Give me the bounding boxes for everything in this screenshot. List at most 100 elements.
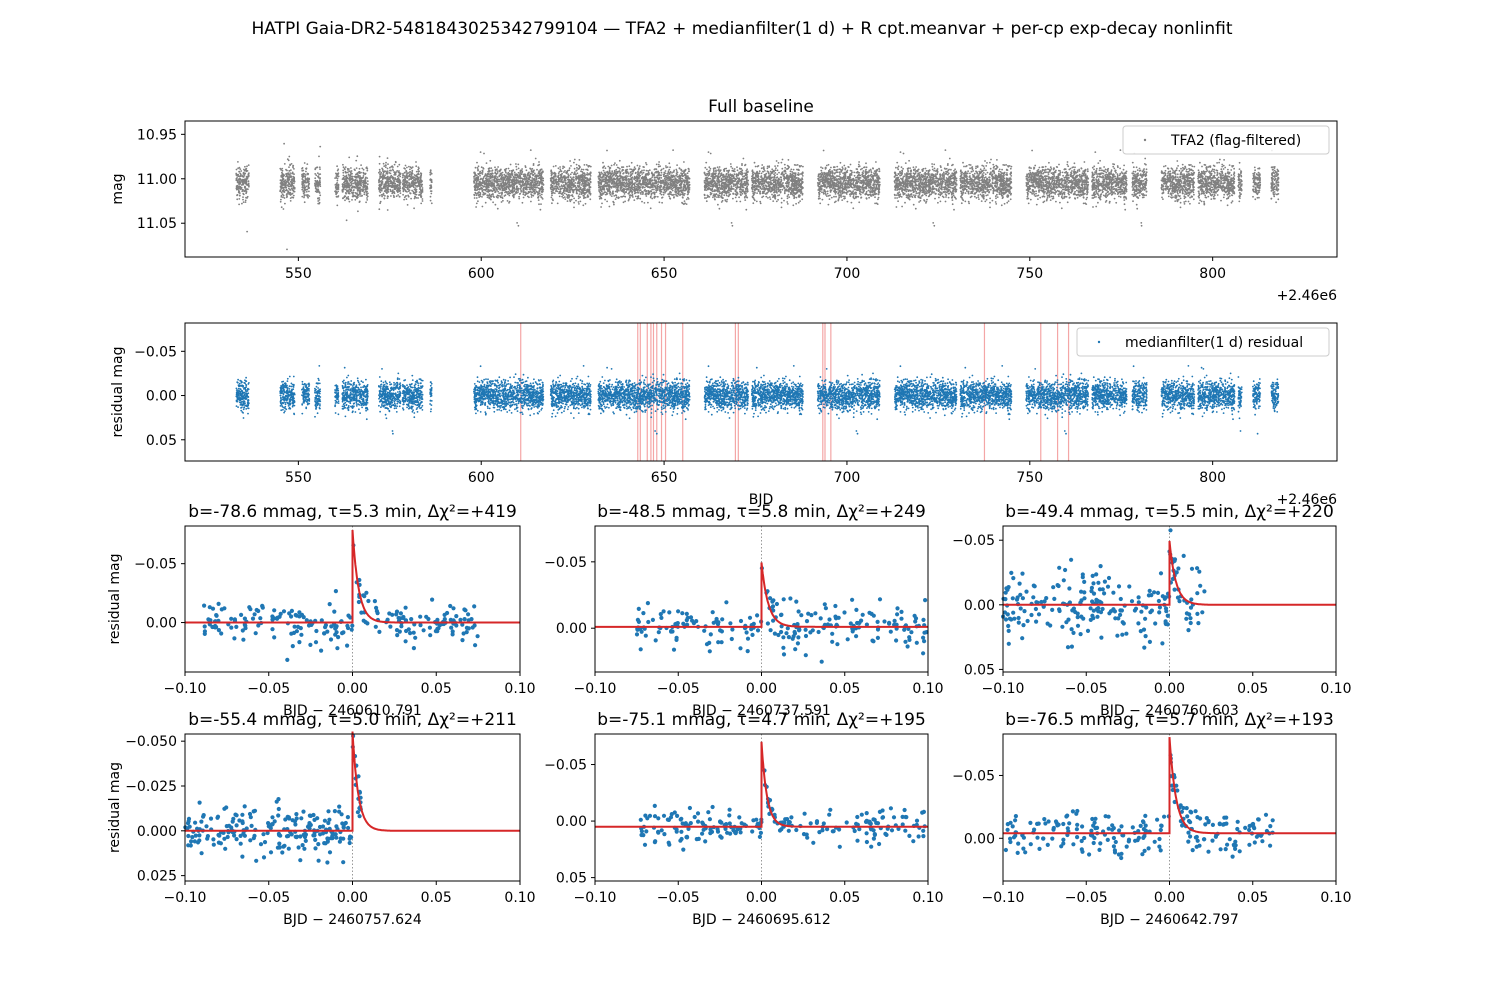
data-point [359, 168, 361, 170]
data-point [303, 180, 305, 182]
data-point [342, 172, 344, 174]
data-point [399, 184, 401, 186]
data-point [405, 170, 407, 172]
data-point [293, 176, 295, 178]
data-point [409, 175, 411, 177]
data-point [390, 195, 392, 197]
data-point [382, 171, 384, 173]
data-point [281, 168, 283, 170]
data-point [291, 179, 293, 181]
data-point [286, 184, 288, 186]
data-point [405, 190, 407, 192]
data-point [362, 190, 364, 192]
data-point [357, 194, 359, 196]
data-point [334, 191, 336, 193]
data-point [336, 205, 338, 207]
data-point [379, 169, 381, 171]
data-point [302, 176, 304, 178]
data-point [242, 176, 244, 178]
data-point [384, 198, 386, 200]
data-point [365, 173, 367, 175]
data-point [420, 177, 422, 179]
data-point [359, 171, 361, 173]
data-point [387, 170, 389, 172]
data-point [386, 182, 388, 184]
data-point [317, 166, 319, 168]
data-point [359, 201, 361, 203]
data-point [354, 182, 356, 184]
data-point [406, 198, 408, 200]
data-point [378, 180, 380, 182]
data-point [387, 185, 389, 187]
data-point [365, 177, 367, 179]
data-point [317, 182, 319, 184]
data-point [406, 167, 408, 169]
data-point [391, 182, 393, 184]
data-point [356, 167, 358, 169]
data-point [415, 185, 417, 187]
data-point [387, 191, 389, 193]
data-point [398, 190, 400, 192]
data-point [417, 169, 419, 171]
panel-full-raw: 550 600 650 700 750 80010.9511.0011.05Full ba… [110, 97, 1337, 304]
data-point [282, 196, 284, 198]
data-point [280, 196, 282, 198]
data-point [307, 180, 309, 182]
data-point [420, 176, 422, 178]
data-point [395, 179, 397, 181]
data-point [342, 164, 344, 166]
data-point [415, 165, 417, 167]
data-point [355, 160, 357, 162]
data-point [290, 175, 292, 177]
data-point [358, 187, 360, 189]
data-point [363, 173, 365, 175]
data-point [247, 184, 249, 186]
data-point [301, 174, 303, 176]
data-point [319, 168, 321, 170]
data-point [245, 201, 247, 203]
data-point [286, 175, 288, 177]
data-point [239, 181, 241, 183]
data-point [236, 189, 238, 191]
data-point [338, 176, 340, 178]
data-point [307, 196, 309, 198]
data-point [337, 168, 339, 170]
data-point [247, 173, 249, 175]
data-point [302, 183, 304, 185]
data-point [349, 179, 351, 181]
data-point [293, 195, 295, 197]
data-point [389, 170, 391, 172]
data-point [306, 163, 308, 165]
data-point [357, 180, 359, 182]
data-point [238, 204, 240, 206]
data-point [306, 191, 308, 193]
data-point [317, 198, 319, 200]
data-point [293, 183, 295, 185]
data-point [291, 188, 293, 190]
data-point [393, 180, 395, 182]
data-point [367, 180, 369, 182]
data-point [397, 194, 399, 196]
data-point [305, 168, 307, 170]
data-point [343, 186, 345, 188]
data-point [359, 178, 361, 180]
data-point [238, 198, 240, 200]
figure-suptitle: HATPI Gaia-DR2-5481843025342799104 — TFA… [251, 19, 1232, 39]
data-point [345, 172, 347, 174]
data-point [304, 194, 306, 196]
data-point [284, 163, 286, 165]
data-point [237, 167, 239, 169]
data-point [391, 186, 393, 188]
data-point [319, 185, 321, 187]
data-point [283, 175, 285, 177]
data-point [350, 172, 352, 174]
data-point [241, 190, 243, 192]
data-point [247, 170, 249, 172]
data-point [304, 162, 306, 164]
data-point [281, 206, 283, 208]
data-point [348, 175, 350, 177]
data-point [364, 183, 366, 185]
data-point [360, 185, 362, 187]
data-point [364, 192, 366, 194]
data-point [405, 165, 407, 167]
